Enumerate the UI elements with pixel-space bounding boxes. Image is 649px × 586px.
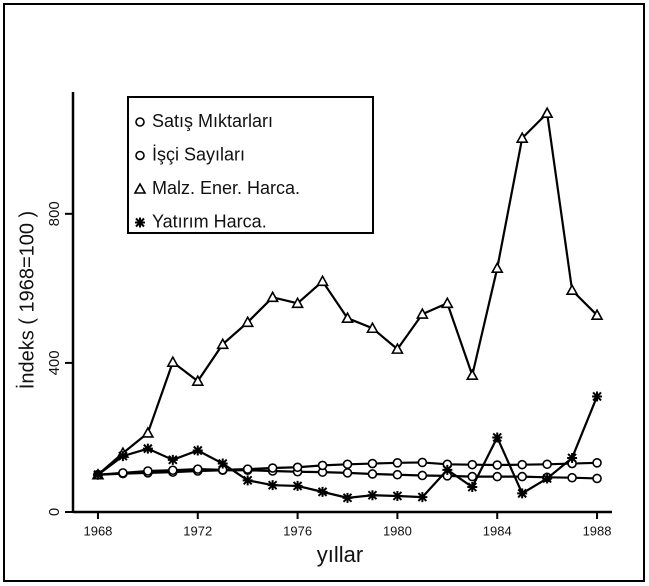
legend-box: [127, 96, 374, 234]
data-point: [267, 480, 278, 491]
data-point: [540, 106, 554, 118]
data-point: [442, 464, 453, 475]
data-point: [467, 459, 478, 470]
data-point: [366, 321, 379, 334]
x-tick-label: 1980: [383, 523, 412, 538]
frame: [3, 3, 645, 582]
x-tick-label: 1972: [183, 523, 212, 538]
data-point: [515, 131, 529, 143]
data-point: [417, 457, 428, 468]
data-point: [567, 472, 577, 483]
data-point: [567, 452, 578, 463]
legend-marker: [135, 117, 145, 127]
data-point: [192, 445, 203, 456]
data-point: [168, 465, 178, 476]
data-point: [392, 457, 403, 468]
data-point: [266, 290, 279, 303]
data-point: [217, 458, 228, 469]
data-point: [592, 473, 602, 484]
legend-marker: [135, 217, 145, 228]
data-point: [517, 488, 528, 499]
legend-label: Yatırım Harca.: [152, 211, 267, 231]
series-line: [97, 396, 599, 499]
x-tick-label: 1988: [583, 523, 612, 538]
data-point: [117, 451, 128, 462]
data-point: [342, 492, 353, 503]
data-point: [592, 457, 602, 468]
data-point: [517, 471, 527, 482]
data-point: [292, 480, 303, 491]
data-point: [490, 261, 504, 274]
data-point: [317, 460, 328, 471]
data-point: [417, 492, 428, 503]
data-point: [342, 459, 353, 470]
data-point: [440, 296, 454, 309]
data-point: [317, 486, 328, 497]
data-point: [492, 432, 503, 443]
legend-label: İşçi Sayıları: [152, 144, 245, 164]
x-axis-label: yıllar: [317, 542, 363, 567]
data-point: [292, 462, 303, 473]
data-point: [242, 475, 253, 486]
data-point: [467, 471, 478, 482]
data-point: [367, 469, 378, 479]
data-point: [542, 473, 553, 484]
x-tick-label: 1976: [283, 523, 312, 538]
legend-label: Satış Mıktarları: [152, 111, 273, 131]
data-point: [492, 471, 503, 482]
data-point: [467, 482, 478, 493]
data-point: [166, 355, 180, 367]
legend-marker: [135, 150, 145, 161]
data-point: [465, 368, 479, 381]
data-point: [118, 468, 128, 478]
data-point: [367, 458, 378, 469]
y-tick-label: 400: [46, 350, 63, 375]
data-point: [241, 315, 255, 328]
data-point: [517, 459, 527, 470]
data-point: [142, 443, 153, 454]
data-point: [367, 490, 378, 501]
data-point: [590, 308, 604, 320]
data-point: [492, 460, 503, 470]
data-point: [216, 337, 230, 350]
y-tick-label: 800: [46, 201, 63, 226]
x-tick-label: 1984: [483, 523, 512, 538]
data-point: [342, 468, 353, 478]
data-point: [192, 464, 203, 474]
data-point: [167, 454, 178, 465]
data-point: [417, 470, 428, 481]
data-point: [542, 459, 552, 470]
data-point: [267, 463, 278, 473]
data-point: [392, 490, 403, 501]
data-point: [291, 296, 304, 309]
data-point: [242, 464, 253, 474]
data-point: [391, 342, 404, 354]
data-point: [143, 466, 153, 476]
y-axis-label: İndeks ( 1968=100 ): [15, 211, 38, 389]
legend-label: Malz. Ener. Harca.: [152, 178, 300, 198]
legend-marker: [133, 182, 147, 194]
data-point: [141, 426, 155, 438]
y-tick-label: 0: [46, 508, 63, 516]
data-point: [92, 469, 103, 480]
data-point: [191, 374, 205, 386]
data-point: [316, 274, 329, 287]
data-point: [341, 311, 354, 323]
x-tick-label: 1968: [83, 523, 112, 538]
data-point: [392, 469, 403, 480]
data-point: [565, 283, 579, 296]
data-point: [416, 307, 429, 319]
data-point: [592, 391, 603, 402]
